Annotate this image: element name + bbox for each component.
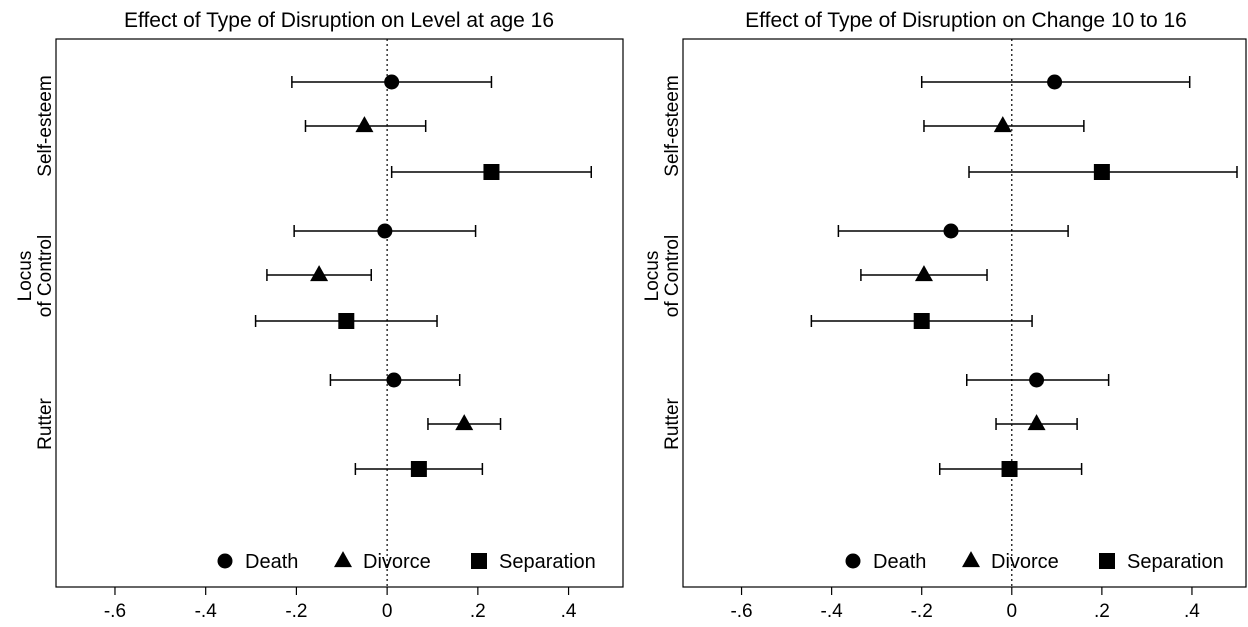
right-legend-triangle-icon [962, 551, 980, 568]
right-legend-label: Divorce [991, 551, 1059, 573]
right-estimate-circle [1029, 372, 1045, 388]
left-x-tick-label: -.6 [104, 601, 126, 622]
right-x-tick-label: -.2 [911, 601, 933, 622]
right-x-tick-label: .2 [1094, 601, 1110, 622]
left-estimate-triangle [355, 116, 374, 133]
right-plot-marks: -.6 -.4 -.2 0 .2 .4 Self-esteem Locusof Control… [642, 39, 1238, 622]
right-legend-square-icon [1099, 553, 1115, 569]
right-estimate-square [1001, 461, 1018, 477]
left-panel: Effect of Type of Disruption on Level at… [15, 9, 624, 622]
left-estimate-square [410, 461, 427, 477]
right-x-tick-label: -.4 [821, 601, 844, 622]
right-x-tick-label: 0 [1007, 601, 1018, 622]
left-estimate-triangle [310, 265, 329, 282]
left-estimate-square [483, 164, 500, 180]
left-x-tick-label: .4 [561, 601, 577, 622]
right-estimate-triangle [993, 116, 1012, 133]
left-x-tick-label: 0 [382, 601, 393, 622]
right-group-label: Self-esteem [662, 75, 683, 176]
left-plot-frame [55, 38, 624, 588]
right-estimate-circle [943, 223, 959, 239]
left-estimate-square [338, 313, 355, 329]
left-estimate-triangle [455, 414, 474, 431]
right-x-tick-label: -.6 [730, 601, 752, 622]
left-legend-circle-icon [217, 553, 233, 569]
left-x-tick-label: -.4 [195, 601, 218, 622]
right-estimate-square [1093, 164, 1110, 180]
right-group-label: Rutter [662, 397, 683, 449]
left-legend-triangle-icon [334, 551, 352, 568]
right-estimate-circle [1047, 74, 1063, 90]
left-estimate-circle [377, 223, 393, 239]
right-legend-circle-icon [845, 553, 861, 569]
left-plot-marks: -.6 -.4 -.2 0 .2 .4 Self-esteem Locusof Control… [15, 39, 596, 622]
left-group-label: Locusof Control [15, 235, 56, 317]
right-panel: Effect of Type of Disruption on Change 1… [642, 9, 1247, 622]
left-group-label: Rutter [35, 397, 56, 449]
left-panel-title: Effect of Type of Disruption on Level at… [124, 9, 554, 32]
right-legend-label: Separation [1127, 551, 1224, 573]
left-legend-label: Divorce [363, 551, 431, 573]
right-estimate-triangle [1027, 414, 1046, 431]
right-plot-frame [682, 38, 1247, 588]
left-x-tick-label: .2 [470, 601, 486, 622]
left-estimate-circle [386, 372, 402, 388]
right-estimate-triangle [914, 265, 933, 282]
right-panel-title: Effect of Type of Disruption on Change 1… [745, 9, 1187, 32]
right-group-label: Locusof Control [642, 235, 683, 317]
right-legend-label: Death [873, 551, 926, 573]
left-legend-square-icon [471, 553, 487, 569]
left-group-label: Self-esteem [35, 75, 56, 176]
right-estimate-square [913, 313, 930, 329]
left-estimate-circle [384, 74, 400, 90]
left-x-tick-label: -.2 [285, 601, 307, 622]
left-legend-label: Death [245, 551, 298, 573]
left-legend-label: Separation [499, 551, 596, 573]
right-x-tick-label: .4 [1184, 601, 1200, 622]
